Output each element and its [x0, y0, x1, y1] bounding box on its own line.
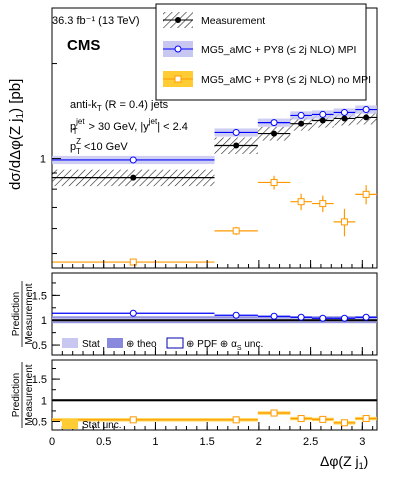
ratio-point: [340, 314, 348, 322]
mpi-point: [297, 111, 305, 119]
ratio-point: [270, 409, 278, 417]
svg-text:Measurement: Measurement: [24, 283, 35, 344]
ratio-point: [362, 415, 370, 423]
ratio-nompi-marks: [52, 399, 377, 427]
mpi-point: [362, 106, 370, 114]
x-tick-label: 3: [359, 436, 365, 448]
y-tick-label: 1: [40, 154, 46, 166]
ratio-point: [297, 313, 305, 321]
ratio-point: [232, 416, 240, 424]
nompi-point: [340, 218, 348, 226]
ratio-point: [340, 419, 348, 427]
ratio-point: [297, 415, 305, 423]
mpi-point: [270, 119, 278, 127]
svg-text:Prediction: Prediction: [11, 292, 22, 336]
y-axis-title-ratio-mpi: Prediction Measurement: [11, 281, 35, 347]
y-tick-label: 1.5: [32, 374, 47, 386]
x-tick-label: 1.5: [200, 436, 215, 448]
nompi-point: [129, 258, 137, 266]
svg-text:Measurement: Measurement: [24, 364, 35, 425]
nompi-point: [319, 200, 327, 208]
y-tick-label: 1.5: [32, 290, 47, 302]
ratio-point: [129, 416, 137, 424]
legend-nompi-label: MG5_aMC + PY8 (≤ 2j NLO) no MPI: [201, 74, 371, 86]
experiment-label: CMS: [67, 37, 100, 54]
legend-pdf-label: ⊕ PDF ⊕ αS unc.: [186, 339, 263, 352]
axis-ticks: 10.511.50.511.50 0.5 1 1.5 2 2.5 3: [32, 7, 374, 448]
main-panel-marks: [52, 105, 377, 266]
legend-stat-label: Stat: [82, 339, 100, 350]
selection-line-2: pjet T > 30 GeV, |yjet| < 2.4: [70, 117, 188, 136]
mpi-point: [129, 156, 137, 164]
ratio-point: [129, 309, 137, 317]
legend-measurement-label: Measurement: [201, 15, 265, 27]
nompi-point: [297, 198, 305, 206]
y-tick-label: 0.5: [32, 340, 47, 352]
y-tick-label: 1: [41, 315, 47, 327]
x-tick-label: 2: [256, 436, 262, 448]
mpi-point: [319, 110, 327, 118]
measurement-point: [298, 120, 305, 127]
x-tick-label: 1: [152, 436, 158, 448]
legend-stat-unc-label: Stat unc.: [82, 420, 121, 431]
selection-line-3: pZ T <10 GeV: [70, 137, 128, 156]
nompi-point: [270, 178, 278, 186]
x-tick-label: 2.5: [303, 436, 318, 448]
ratio-point: [319, 314, 327, 322]
measurement-point: [233, 142, 240, 149]
legend-ratio-nompi: Stat unc.: [62, 419, 121, 431]
ratio-point: [319, 415, 327, 423]
selection-line-1: anti-kT (R = 0.4) jets: [70, 99, 169, 113]
mpi-point: [340, 108, 348, 116]
measurement-point: [271, 130, 278, 137]
legend-main: Measurement MG5_aMC + PY8 (≤ 2j NLO) MPI…: [155, 3, 371, 101]
svg-text:Prediction: Prediction: [11, 373, 22, 417]
ratio-mpi-panel-frame: [51, 272, 378, 356]
y-tick-label: 0.5: [32, 417, 47, 429]
ratio-point: [232, 311, 240, 319]
nompi-point: [232, 227, 240, 235]
ratio-point: [362, 313, 370, 321]
y-axis-title-main: dσ/dΔφ(Z j1) [pb]: [7, 79, 26, 190]
measurement-point: [363, 114, 370, 121]
ratio-nompi-panel-frame: [51, 359, 378, 431]
mpi-point: [232, 128, 240, 136]
measurement-point: [130, 174, 137, 181]
x-tick-label: 0: [49, 436, 55, 448]
nompi-point: [362, 190, 370, 198]
x-axis-title: Δφ(Z j1): [320, 453, 368, 471]
y-tick-label: 1: [41, 395, 47, 407]
x-tick-label: 0.5: [96, 436, 111, 448]
legend-ratio-mpi: Stat ⊕ theo ⊕ PDF ⊕ αS unc.: [62, 337, 263, 352]
ratio-point: [270, 312, 278, 320]
legend-theo-label: ⊕ theo: [126, 339, 157, 350]
measurement-point: [341, 115, 348, 122]
y-axis-title-ratio-nompi: Prediction Measurement: [11, 362, 35, 428]
ratio-mpi-marks: [52, 309, 377, 324]
legend-mpi-label: MG5_aMC + PY8 (≤ 2j NLO) MPI: [201, 44, 356, 56]
lumi-label: 36.3 fb⁻¹ (13 TeV): [52, 15, 140, 27]
measurement-point: [319, 117, 326, 124]
